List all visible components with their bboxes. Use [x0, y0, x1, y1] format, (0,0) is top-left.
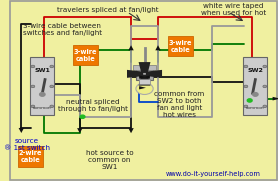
Text: 3-wire cable between
switches and fan/light: 3-wire cable between switches and fan/li… [23, 23, 102, 36]
Text: 3-wire
cable: 3-wire cable [73, 49, 97, 62]
Text: travelers spliced at fan/light: travelers spliced at fan/light [57, 7, 159, 13]
Circle shape [247, 99, 252, 102]
Text: www.do-it-yourself-help.com: www.do-it-yourself-help.com [166, 171, 261, 177]
FancyBboxPatch shape [244, 57, 267, 115]
Circle shape [50, 105, 54, 108]
Text: SW2: SW2 [247, 68, 263, 73]
Polygon shape [139, 75, 146, 79]
Polygon shape [19, 128, 24, 133]
Polygon shape [127, 70, 143, 78]
Polygon shape [77, 45, 83, 50]
FancyBboxPatch shape [133, 65, 156, 70]
Circle shape [80, 115, 85, 118]
Circle shape [31, 105, 35, 108]
Circle shape [244, 85, 248, 88]
Text: neutral spliced
through to fan/light: neutral spliced through to fan/light [58, 99, 128, 112]
Text: SW1: SW1 [34, 68, 50, 73]
FancyBboxPatch shape [168, 36, 193, 56]
Circle shape [263, 85, 267, 88]
Polygon shape [139, 62, 150, 73]
Text: common: common [246, 106, 265, 110]
Polygon shape [146, 70, 162, 78]
Polygon shape [128, 128, 134, 133]
FancyBboxPatch shape [136, 67, 153, 80]
Polygon shape [155, 45, 161, 50]
Circle shape [253, 93, 258, 96]
Circle shape [50, 85, 54, 88]
Polygon shape [143, 75, 150, 79]
FancyBboxPatch shape [31, 57, 54, 115]
FancyBboxPatch shape [18, 146, 43, 167]
Text: hot source to
common on
SW1: hot source to common on SW1 [86, 150, 133, 170]
Circle shape [136, 83, 153, 94]
Text: 2-wire
cable: 2-wire cable [19, 150, 42, 163]
FancyBboxPatch shape [139, 79, 150, 84]
Circle shape [263, 105, 267, 108]
Polygon shape [139, 75, 150, 86]
FancyBboxPatch shape [73, 45, 98, 66]
Circle shape [50, 65, 54, 68]
Polygon shape [77, 128, 83, 133]
Circle shape [244, 65, 248, 68]
Circle shape [40, 93, 45, 96]
Polygon shape [139, 86, 146, 89]
Text: white wire taped
when used for hot: white wire taped when used for hot [201, 3, 266, 16]
Circle shape [263, 65, 267, 68]
Circle shape [31, 65, 35, 68]
Polygon shape [273, 97, 278, 100]
Text: common from
SW2 to both
fan and light
hot wires: common from SW2 to both fan and light ho… [155, 91, 205, 119]
Circle shape [244, 105, 248, 108]
Polygon shape [128, 45, 134, 50]
Text: 3-wire
cable: 3-wire cable [169, 40, 192, 53]
Circle shape [31, 85, 35, 88]
Text: common: common [33, 106, 52, 110]
Text: source
® 1st switch: source ® 1st switch [4, 138, 50, 151]
